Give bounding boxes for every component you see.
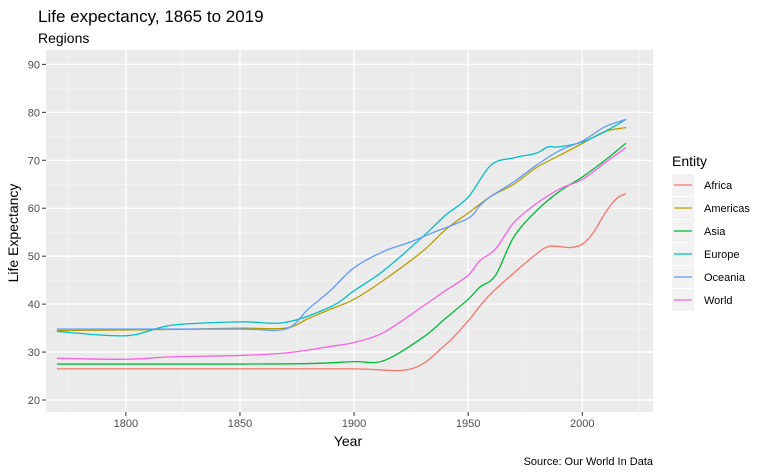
chart-subtitle: Regions: [38, 30, 89, 46]
chart-caption: Source: Our World In Data: [524, 456, 654, 468]
legend: Africa Americas Asia Europe Oceania World: [672, 174, 750, 311]
series-line-asia: [56, 142, 627, 365]
y-axis-ticks: 20 30 40 50 60 70 80 90: [28, 59, 46, 407]
series-lines: [56, 118, 627, 372]
grid-minor: [46, 50, 653, 412]
series-line-americas: [56, 127, 627, 332]
y-tick-label: 70: [28, 155, 40, 167]
x-tick-label: 1950: [456, 418, 480, 430]
x-tick-label: 1900: [342, 418, 366, 430]
legend-label-oceania: Oceania: [704, 272, 746, 284]
x-tick-label: 1850: [228, 418, 252, 430]
y-axis-title: Life Expectancy: [5, 184, 21, 283]
legend-label-europe: Europe: [704, 249, 739, 261]
series-line-world: [56, 147, 627, 360]
y-tick-label: 30: [28, 347, 40, 359]
y-tick-label: 20: [28, 395, 40, 407]
y-tick-label: 90: [28, 59, 40, 71]
series-line-africa: [56, 193, 627, 372]
legend-label-africa: Africa: [704, 180, 733, 192]
legend-label-americas: Americas: [704, 203, 750, 215]
y-tick-label: 80: [28, 107, 40, 119]
series-line-europe: [56, 118, 627, 337]
grid-major: [46, 50, 653, 412]
y-tick-label: 40: [28, 299, 40, 311]
x-axis-title: Year: [334, 433, 363, 449]
y-tick-label: 60: [28, 203, 40, 215]
y-tick-label: 50: [28, 251, 40, 263]
legend-label-asia: Asia: [704, 226, 726, 238]
legend-label-world: World: [704, 295, 733, 307]
x-tick-label: 1800: [114, 418, 138, 430]
x-tick-label: 2000: [570, 418, 594, 430]
series-line-oceania: [56, 118, 627, 332]
legend-title: Entity: [672, 153, 707, 169]
chart-title: Life expectancy, 1865 to 2019: [38, 7, 264, 26]
x-axis-ticks: 1800 1850 1900 1950 2000: [114, 412, 595, 430]
plot-panel: [46, 50, 653, 412]
